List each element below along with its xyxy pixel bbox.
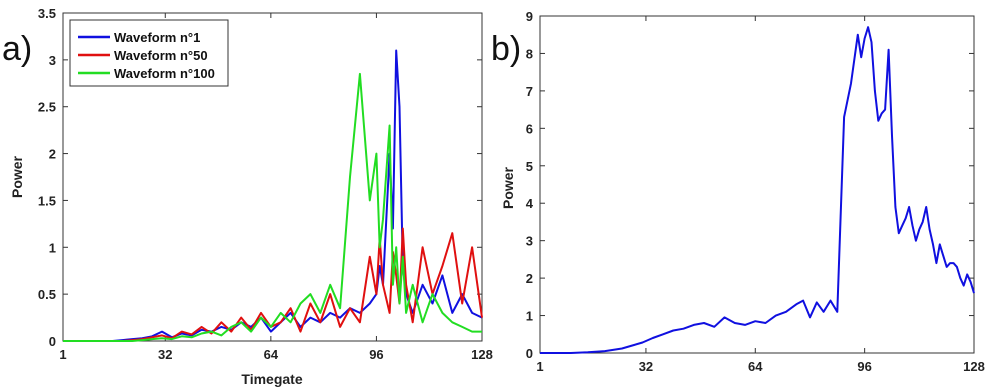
y-tick-label: 7: [526, 84, 533, 99]
panel-a: a) 1 32 64 96 128 0 0.5 1 1.5 2 2.5 3 3.5 Timegate P…: [2, 6, 493, 387]
x-tick-label: 96: [369, 347, 383, 362]
legend-label-2: Waveform n°50: [114, 48, 208, 63]
x-tick-label: 32: [158, 347, 172, 362]
legend-box: [69, 19, 229, 87]
y-tick-label: 4: [526, 196, 534, 211]
panel-a-label: a): [2, 30, 32, 68]
legend-label-3: Waveform n°100: [114, 66, 215, 81]
y-tick-label: 0.5: [38, 287, 56, 302]
x-axis-label-a: Timegate: [241, 371, 302, 387]
y-tick-label: 9: [526, 9, 533, 24]
y-tick-label: 1.5: [38, 193, 56, 208]
y-tick-label: 3: [526, 234, 533, 249]
ticks-a: 1 32 64 96 128 0 0.5 1 1.5 2 2.5 3 3.5: [38, 6, 493, 362]
legend-label-1: Waveform n°1: [114, 30, 200, 45]
y-tick-label: 8: [526, 46, 533, 61]
panel-b-label: b): [491, 30, 521, 68]
y-tick-label: 2.5: [38, 100, 56, 115]
y-tick-label: 3.5: [38, 6, 56, 21]
y-tick-label: 0: [49, 334, 56, 349]
series-line-3: [63, 72, 482, 342]
y-tick-label: 1: [526, 309, 533, 324]
y-axis-label-a: Power: [9, 155, 25, 198]
y-tick-label: 3: [49, 53, 56, 68]
plot-frame-b: [539, 15, 975, 354]
x-tick-label: 32: [639, 359, 653, 374]
y-tick-label: 1: [49, 240, 56, 255]
y-tick-label: 5: [526, 159, 533, 174]
x-tick-label: 64: [264, 347, 279, 362]
x-tick-label: 128: [963, 359, 985, 374]
series-line-1: [540, 26, 975, 354]
y-axis-label-b: Power: [500, 166, 516, 209]
lines-a: [63, 49, 483, 342]
legend: Waveform n°1 Waveform n°50 Waveform n°10…: [69, 19, 229, 87]
plot-frame-a: [62, 12, 483, 342]
x-tick-label: 1: [536, 359, 543, 374]
x-tick-label: 1: [59, 347, 66, 362]
series-line-1: [63, 49, 483, 342]
y-tick-label: 2: [526, 271, 533, 286]
x-tick-label: 64: [748, 359, 763, 374]
y-tick-label: 2: [49, 147, 56, 162]
lines-b: [540, 26, 975, 354]
y-tick-label: 6: [526, 121, 533, 136]
x-tick-label: 128: [471, 347, 493, 362]
x-tick-label: 96: [857, 359, 871, 374]
y-tick-label: 0: [526, 346, 533, 361]
